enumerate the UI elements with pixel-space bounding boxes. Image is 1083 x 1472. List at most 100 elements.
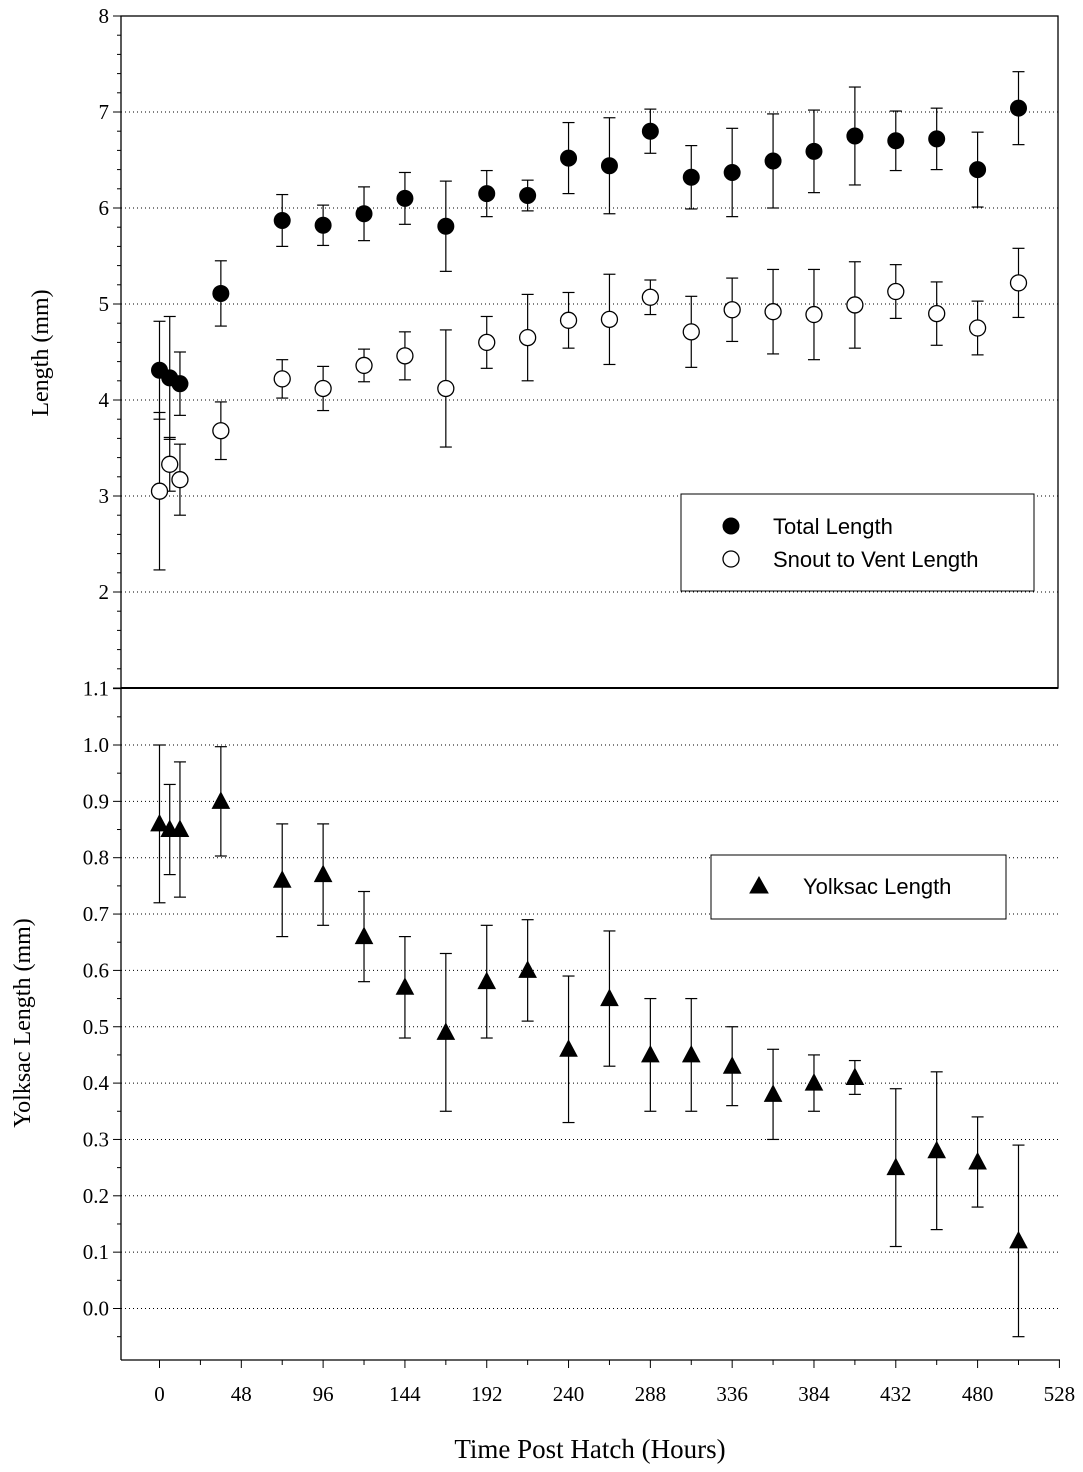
snout-vent-point [764, 303, 782, 321]
yolksac-point [395, 977, 415, 995]
total-length-point [928, 130, 946, 148]
total-length-point [1010, 99, 1027, 117]
x-tick-label: 336 [716, 1382, 748, 1406]
x-tick-label: 48 [231, 1382, 252, 1406]
snout-vent-point [273, 370, 291, 388]
total-length-point [396, 189, 414, 207]
snout-vent-point [396, 347, 414, 365]
yolksac-point [886, 1157, 906, 1176]
yolksac-point [170, 819, 190, 838]
total-length-point [355, 205, 373, 223]
snout-vent-point [968, 319, 987, 337]
legend-snout-vent-marker [722, 550, 740, 568]
grid-lines [121, 111, 1058, 1309]
total-length-point [171, 375, 189, 393]
total-length-point [519, 187, 537, 205]
x-tick-label: 432 [880, 1382, 912, 1406]
bottom-y-tick-label: 0.2 [83, 1184, 109, 1208]
yolksac-point [1009, 1230, 1028, 1249]
x-tick-label: 144 [389, 1382, 421, 1406]
legend-yolksac-marker [749, 875, 769, 894]
top-y-tick-label: 5 [99, 292, 110, 316]
tick-marks [113, 15, 1060, 1368]
x-tick-label: 384 [798, 1382, 830, 1406]
snout-vent-point [355, 356, 373, 375]
x-tick-label: 480 [962, 1382, 994, 1406]
top-y-tick-label: 8 [99, 4, 110, 28]
legend-total-length-label: Total Length [773, 514, 893, 539]
total-length-point [805, 142, 823, 160]
yolksac-point [641, 1044, 660, 1063]
top-y-tick-label: 6 [99, 196, 110, 220]
total-length-point [969, 161, 987, 179]
snout-vent-point [887, 282, 905, 301]
bottom-y-tick-label: 0.0 [83, 1297, 109, 1321]
total-length-point [846, 127, 864, 145]
top-legend-box [680, 493, 1035, 592]
yolksac-point [763, 1084, 783, 1102]
yolksac-point [559, 1039, 578, 1057]
yolksac-point [518, 960, 537, 978]
yolksac-point [600, 988, 619, 1007]
yolksac-point [681, 1044, 701, 1063]
total-length-point [723, 163, 741, 181]
snout-vent-point [150, 482, 169, 500]
total-length-point [478, 185, 496, 203]
yolksac-point [354, 926, 374, 945]
snout-vent-point [478, 333, 496, 352]
yolksac-point [436, 1022, 456, 1040]
x-tick-label: 192 [471, 1382, 503, 1406]
yolksac-point [927, 1140, 947, 1159]
top-y-tick-label: 4 [99, 388, 110, 412]
snout-vent-point [928, 304, 946, 323]
total-length-point [437, 217, 455, 235]
snout-vent-point [846, 296, 864, 314]
bottom-y-tick-label: 0.6 [83, 958, 109, 982]
axes [120, 15, 1060, 1361]
bottom-y-tick-label: 1.0 [83, 733, 109, 757]
snout-vent-point [723, 301, 741, 319]
bottom-y-tick-label: 1.1 [83, 677, 109, 701]
snout-vent-point [641, 288, 660, 306]
bottom-y-tick-label: 0.4 [83, 1071, 110, 1095]
snout-vent-point [212, 422, 230, 440]
bottom-y-tick-label: 0.1 [83, 1240, 109, 1264]
top-y-tick-label: 2 [99, 580, 110, 604]
snout-vent-point [1009, 274, 1028, 292]
yolksac-point [211, 791, 231, 809]
x-tick-label: 288 [635, 1382, 667, 1406]
snout-vent-point [171, 471, 189, 489]
x-tick-label: 528 [1044, 1382, 1076, 1406]
total-length-point [273, 211, 291, 229]
total-length-point [764, 152, 782, 170]
yolksac-point [477, 971, 497, 990]
bottom-y-tick-label: 0.9 [83, 789, 109, 813]
snout-vent-point [682, 323, 700, 341]
snout-vent-point [161, 455, 179, 473]
total-length-point [887, 132, 905, 150]
x-tick-label: 240 [553, 1382, 585, 1406]
bottom-y-tick-label: 0.7 [83, 902, 109, 926]
total-length-point [600, 157, 618, 175]
total-length-point [682, 168, 700, 186]
legends: Total Length Snout to Vent Length Yolksac … [680, 493, 1035, 920]
snout-vent-point [805, 305, 823, 324]
legend-snout-vent-label: Snout to Vent Length [773, 547, 979, 572]
tick-labels: 2 3 4 5 6 7 8 0.0 0.1 0.2 0.3 0.4 0.5 0.6 0.7 0.8 0.9 1.0… [83, 4, 1075, 1406]
x-axis-label: Time Post Hatch (Hours) [454, 1434, 725, 1464]
yolksac-point [968, 1151, 987, 1170]
bottom-y-tick-label: 0.3 [83, 1127, 109, 1151]
legend-total-length-marker [722, 517, 740, 535]
yolksac-point [722, 1056, 742, 1074]
yolksac-point [845, 1067, 865, 1085]
legend-yolksac-label: Yolksac Length [803, 874, 951, 899]
error-bars [153, 71, 1025, 1338]
bottom-y-axis-label: Yolksac Length (mm) [10, 918, 36, 1128]
top-y-tick-label: 3 [99, 484, 110, 508]
snout-vent-point [600, 310, 619, 329]
total-length-point [641, 122, 659, 140]
top-y-axis-label: Length (mm) [28, 289, 54, 416]
yolksac-point [313, 864, 333, 883]
data-markers [150, 99, 1028, 1249]
